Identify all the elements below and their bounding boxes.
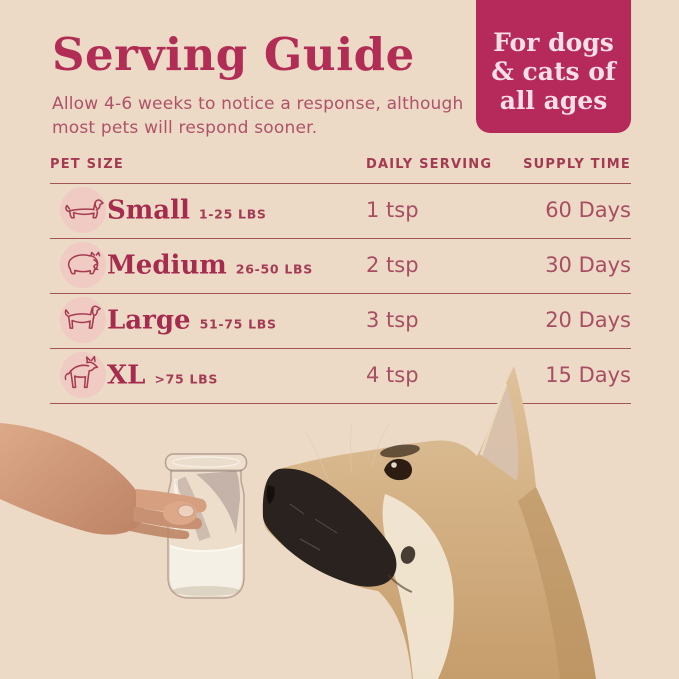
whiskers: [305, 422, 391, 485]
weight-range-label: 51-75 LBS: [199, 315, 277, 331]
supply-time-value: 15 Days: [545, 363, 631, 387]
divider: [50, 403, 631, 404]
eyebrow: [380, 444, 420, 458]
fingers: [130, 489, 207, 539]
column-header-supply-time: SUPPLY TIME: [523, 157, 631, 172]
subtitle: Allow 4-6 weeks to notice a response, al…: [52, 92, 464, 140]
milk: [170, 545, 242, 596]
size-label: Small: [107, 194, 190, 225]
size-label: Medium: [107, 249, 227, 280]
size-label: Large: [107, 304, 191, 335]
supply-time-value: 20 Days: [545, 308, 631, 332]
pet-size-cell: XL >75 LBS: [107, 360, 218, 390]
daily-serving-value: 2 tsp: [366, 253, 419, 277]
pet-size-cell: Medium 26-50 LBS: [107, 250, 313, 280]
badge-line: all ages: [499, 86, 608, 115]
dog-eye: [384, 458, 413, 481]
divider: [50, 238, 631, 239]
bulldog-icon: [60, 242, 106, 288]
divider: [50, 348, 631, 349]
divider: [50, 293, 631, 294]
milk-bottle: [164, 453, 248, 599]
supply-time-value: 60 Days: [545, 198, 631, 222]
daily-serving-value: 4 tsp: [366, 363, 419, 387]
great-dane-icon: [60, 352, 106, 398]
hand: [0, 423, 145, 535]
divider: [50, 183, 631, 184]
column-header-daily-serving: DAILY SERVING: [366, 157, 493, 172]
age-badge: For dogs & cats of all ages: [476, 0, 631, 133]
daily-serving-value: 1 tsp: [366, 198, 419, 222]
retriever-icon: [60, 297, 106, 343]
subtitle-line-1: Allow 4-6 weeks to notice a response, al…: [52, 94, 464, 114]
table-row-xl: XL >75 LBS 4 tsp 15 Days: [50, 348, 631, 403]
badge-line: For dogs: [493, 28, 614, 57]
size-label: XL: [107, 359, 146, 390]
thumbnail: [177, 504, 195, 518]
dog-head: [262, 366, 596, 679]
subtitle-line-2: most pets will respond sooner.: [52, 118, 318, 138]
weight-range-label: 1-25 LBS: [198, 205, 267, 221]
dog-nose: [262, 468, 397, 587]
weight-range-label: >75 LBS: [154, 370, 219, 386]
daily-serving-value: 3 tsp: [366, 308, 419, 332]
table-row-small: Small 1-25 LBS 1 tsp 60 Days: [50, 183, 631, 238]
pet-size-cell: Small 1-25 LBS: [107, 195, 267, 225]
supply-time-value: 30 Days: [545, 253, 631, 277]
pet-size-cell: Large 51-75 LBS: [107, 305, 277, 335]
dachshund-icon: [60, 187, 106, 233]
column-header-pet-size: PET SIZE: [50, 157, 124, 172]
badge-line: & cats of: [491, 57, 616, 86]
weight-range-label: 26-50 LBS: [235, 260, 313, 276]
table-row-medium: Medium 26-50 LBS 2 tsp 30 Days: [50, 238, 631, 293]
page-title: Serving Guide: [52, 28, 415, 81]
serving-table: PET SIZE DAILY SERVING SUPPLY TIME Small…: [50, 0, 631, 410]
table-row-large: Large 51-75 LBS 3 tsp 20 Days: [50, 293, 631, 348]
